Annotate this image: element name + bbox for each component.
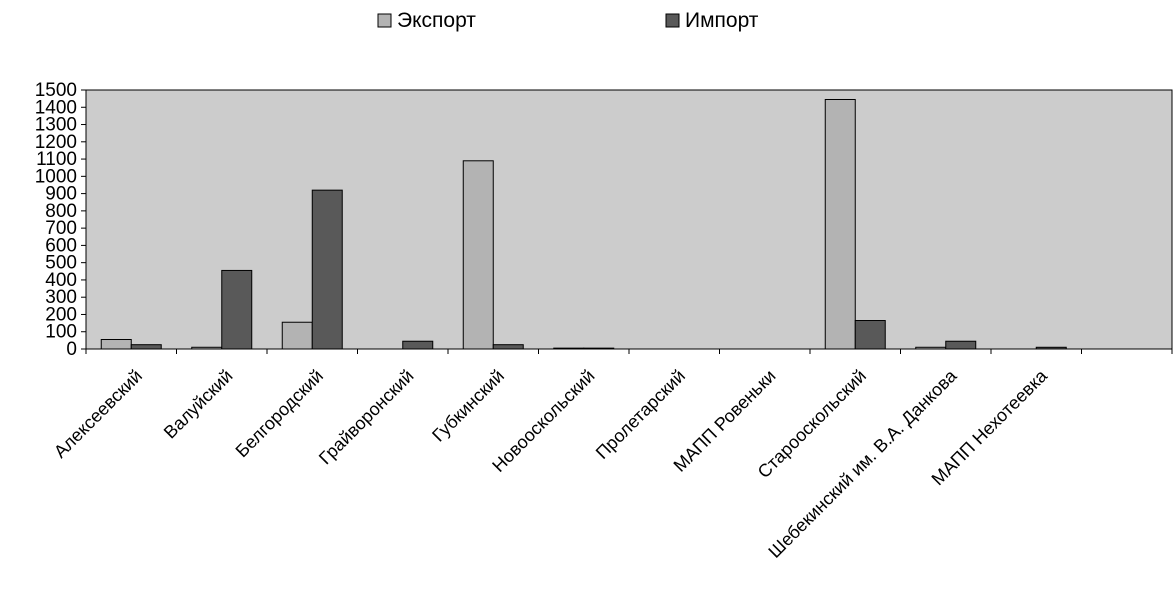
bar-export <box>463 161 493 349</box>
legend: Экспорт Импорт <box>378 9 759 32</box>
bar-import <box>131 345 161 349</box>
legend-label-import: Импорт <box>685 9 759 32</box>
legend-swatch-import <box>666 14 679 27</box>
bar-import <box>312 190 342 349</box>
bar-import <box>222 270 252 349</box>
category-label: Белгородский <box>232 366 327 461</box>
category-label: Валуйский <box>160 366 237 443</box>
category-label: Грайворонский <box>315 366 418 469</box>
bar-import <box>403 341 433 349</box>
bar-export <box>825 99 855 349</box>
legend-swatch-export <box>378 14 391 27</box>
bar-import <box>946 341 976 349</box>
bar-export <box>101 340 131 349</box>
y-axis-ticks: 0100200300400500600700800900100011001200… <box>35 80 86 360</box>
y-tick-label: 1500 <box>35 80 77 101</box>
category-label: Пролетарский <box>592 366 689 463</box>
category-label: Алексеевский <box>50 366 146 462</box>
category-label: Шебекинский им. В.А. Данкова <box>764 365 961 562</box>
x-axis-labels: Алексеевский ВалуйскийБелгородскийГрайвор… <box>50 365 1052 562</box>
legend-label-export: Экспорт <box>397 9 476 32</box>
bar-import <box>855 321 885 349</box>
bar-export <box>282 322 312 349</box>
category-label: Губкинский <box>428 366 508 446</box>
bar-import <box>493 345 523 349</box>
